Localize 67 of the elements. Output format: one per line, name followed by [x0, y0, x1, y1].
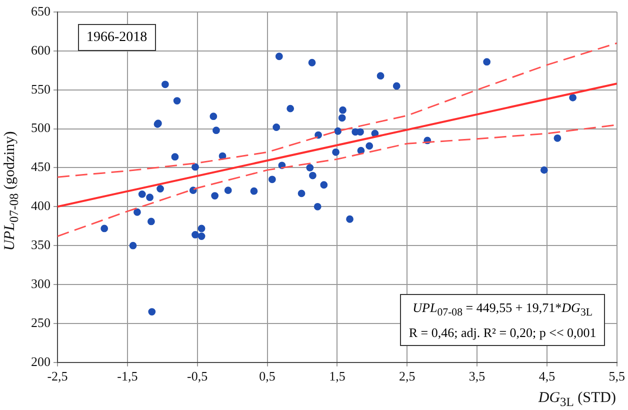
- point: [286, 104, 294, 112]
- x-tick-label: 5,5: [608, 368, 625, 384]
- point: [224, 186, 232, 194]
- point: [275, 52, 283, 60]
- y-tick-label: 250: [31, 314, 50, 330]
- point: [334, 127, 342, 135]
- point: [306, 164, 314, 172]
- x-tick-label: 0,5: [259, 368, 276, 384]
- point: [366, 142, 374, 150]
- point: [308, 58, 316, 66]
- point: [272, 124, 280, 131]
- y-tick-label: 350: [31, 237, 50, 252]
- annotation: UPL$_{07-08}$ = 449,55 + 19,71*DG$_{3L}$: [412, 299, 594, 321]
- point: [134, 208, 141, 216]
- point: [483, 58, 491, 66]
- x-tick-label: -0,5: [187, 368, 208, 384]
- point: [540, 166, 548, 174]
- y-tick-label: 200: [31, 354, 50, 369]
- x-axis-title: DG$_{3L}$ (STD): [538, 390, 616, 410]
- point: [138, 190, 146, 198]
- y-tick-label: 650: [31, 3, 50, 18]
- point: [332, 148, 340, 156]
- x-tick-label: -2,5: [47, 368, 68, 384]
- point: [554, 134, 562, 142]
- x-tick-label: 3,5: [468, 368, 486, 384]
- point: [339, 106, 346, 114]
- point: [309, 172, 316, 180]
- point: [156, 185, 164, 192]
- point: [211, 192, 219, 200]
- point: [338, 114, 346, 122]
- point: [173, 97, 181, 104]
- y-tick-label: 600: [31, 42, 50, 58]
- point: [356, 128, 364, 136]
- point: [392, 82, 400, 90]
- point: [320, 181, 328, 189]
- point: [314, 131, 322, 139]
- point: [314, 202, 322, 210]
- y-tick-label: 400: [31, 198, 50, 214]
- point: [161, 80, 169, 88]
- point: [346, 215, 354, 223]
- point: [569, 94, 577, 102]
- point: [129, 242, 137, 250]
- point: [146, 194, 154, 202]
- point: [376, 72, 384, 80]
- point: [100, 224, 108, 232]
- point: [212, 126, 220, 134]
- x-tick-label: 4,5: [538, 368, 556, 384]
- point: [171, 153, 179, 161]
- point: [210, 112, 218, 120]
- point: [250, 187, 258, 195]
- x-tick-label: 1,5: [329, 368, 346, 384]
- point: [198, 232, 206, 240]
- point: [298, 190, 306, 198]
- y-tick-label: 450: [31, 159, 50, 174]
- point: [192, 231, 199, 238]
- x-tick-label: -1,5: [117, 368, 138, 384]
- point: [198, 224, 206, 232]
- x-tick-label: 2,5: [398, 368, 416, 384]
- point: [148, 308, 156, 316]
- y-tick-label: 550: [31, 81, 50, 96]
- annotation: 1966-2018: [78, 24, 156, 51]
- point: [192, 163, 199, 171]
- point: [268, 176, 276, 184]
- annotation: R = 0,46; adj. R² = 0,20; p << 0,001: [408, 324, 596, 342]
- point: [147, 218, 155, 226]
- y-tick-label: 300: [31, 276, 50, 291]
- y-tick-label: 500: [31, 120, 50, 136]
